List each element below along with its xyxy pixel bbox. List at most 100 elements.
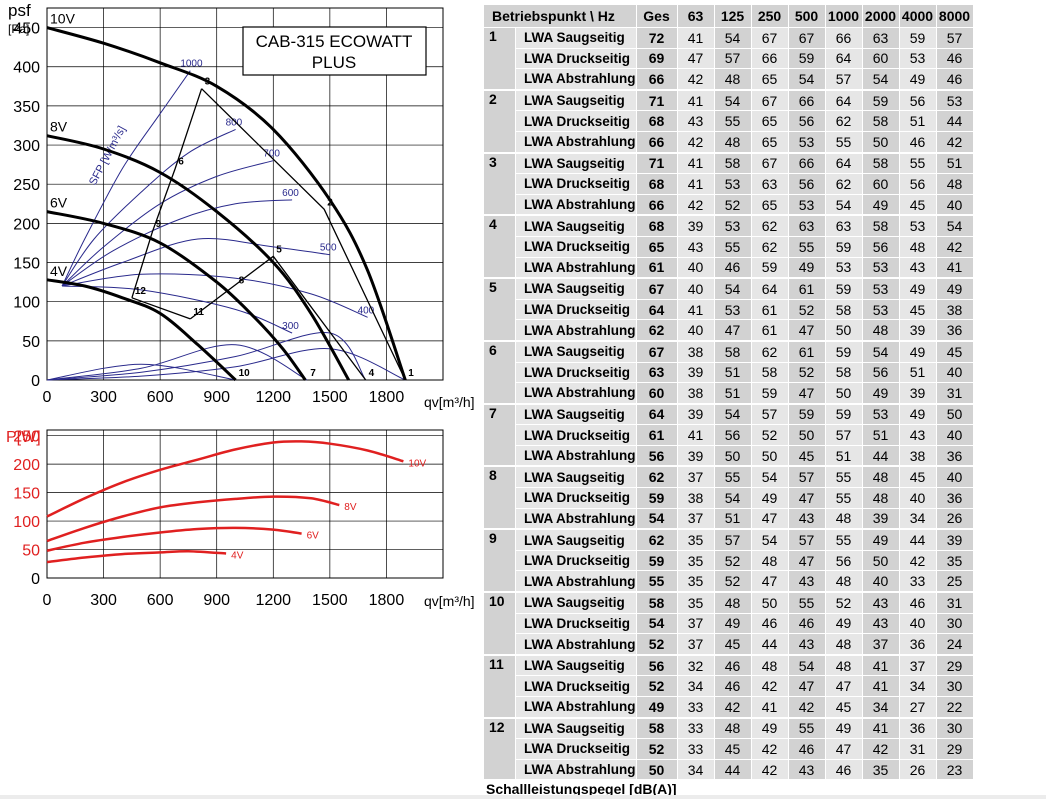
band-value-cell: 55 (788, 591, 826, 614)
band-value-cell: 39 (677, 402, 715, 426)
band-value-cell: 65 (751, 131, 789, 154)
band-value-cell: 58 (714, 339, 752, 363)
band-value-cell: 64 (825, 151, 863, 175)
band-value-cell: 47 (751, 508, 789, 530)
system-curve (46, 344, 308, 381)
band-value-cell: 52 (714, 570, 752, 593)
band-value-cell: 56 (788, 110, 826, 132)
sfp-curve (62, 285, 293, 334)
y-tick-label: 50 (22, 334, 40, 351)
table-row: 8 LWA Saugseitig 62 37 55 54 57 55 48 45 40 (484, 465, 974, 530)
band-value-cell: 55 (825, 487, 863, 509)
band-value-cell: 61 (788, 339, 826, 363)
x-tick-label: 1800 (369, 592, 405, 609)
measurement-label: LWA Druckseitig (515, 236, 637, 258)
band-value-cell: 54 (862, 339, 900, 363)
band-value-cell: 42 (751, 759, 789, 781)
operating-point-label: 6 (178, 157, 184, 168)
band-value-cell: 64 (751, 277, 789, 300)
sfp-label: 300 (282, 321, 299, 332)
fan-curve (46, 210, 307, 381)
x-tick-label: 600 (147, 389, 174, 406)
operating-point-cell: 5 (484, 277, 516, 342)
band-value-cell: 55 (788, 716, 826, 740)
band-value-cell: 40 (677, 277, 715, 300)
band-value-cell: 46 (714, 675, 752, 697)
operating-line (201, 88, 406, 381)
band-value-cell: 48 (751, 550, 789, 572)
band-value-cell: 50 (788, 424, 826, 446)
x-tick-label: 1500 (312, 592, 348, 609)
band-value-cell: 61 (751, 299, 789, 321)
y-tick-label: 100 (13, 514, 40, 531)
table-row: LWA Abstrahlung 66 42 52 65 53 54 49 45 40 (484, 194, 974, 216)
operating-point-label: 5 (276, 244, 282, 255)
band-value-cell: 53 (862, 257, 900, 279)
band-value-cell: 62 (751, 236, 789, 258)
band-value-cell: 43 (862, 591, 900, 614)
band-value-cell: 42 (751, 675, 789, 697)
band-value-cell: 46 (714, 257, 752, 279)
total-value-cell: 61 (636, 424, 678, 446)
band-value-cell: 63 (788, 214, 826, 237)
band-value-cell: 43 (677, 236, 715, 258)
band-value-cell: 35 (862, 759, 900, 781)
band-value-cell: 39 (899, 319, 937, 342)
band-value-cell: 51 (825, 445, 863, 467)
header-col-8000: 8000 (936, 5, 974, 28)
operating-point-cell: 1 (484, 27, 516, 91)
band-value-cell: 41 (677, 151, 715, 175)
band-value-cell: 45 (714, 738, 752, 760)
x-tick-label: 300 (90, 592, 117, 609)
fan-curve (46, 134, 351, 381)
band-value-cell: 55 (825, 465, 863, 489)
band-value-cell: 46 (936, 68, 974, 91)
sfp-label: 1000 (180, 59, 203, 70)
band-value-cell: 65 (751, 110, 789, 132)
band-value-cell: 48 (825, 633, 863, 656)
band-value-cell: 40 (677, 257, 715, 279)
band-value-cell: 40 (899, 487, 937, 509)
band-value-cell: 47 (825, 675, 863, 697)
power-curve-label: 10V (408, 458, 426, 469)
band-value-cell: 37 (899, 653, 937, 677)
band-value-cell: 38 (936, 299, 974, 321)
band-value-cell: 39 (936, 528, 974, 551)
system-curve (46, 363, 236, 381)
band-value-cell: 27 (899, 696, 937, 719)
band-value-cell: 65 (751, 194, 789, 216)
sfp-curve (62, 273, 368, 318)
measurement-label: LWA Saugseitig (515, 653, 637, 677)
band-value-cell: 29 (936, 738, 974, 760)
band-value-cell: 56 (862, 236, 900, 258)
x-tick-label: 1200 (255, 389, 291, 406)
band-value-cell: 48 (899, 236, 937, 258)
measurement-label: LWA Saugseitig (515, 277, 637, 300)
table-row: LWA Druckseitig 61 41 56 52 50 57 51 43 40 (484, 424, 974, 446)
total-value-cell: 52 (636, 675, 678, 697)
measurement-label: LWA Saugseitig (515, 88, 637, 112)
y-tick-label: 150 (13, 486, 40, 503)
band-value-cell: 56 (825, 550, 863, 572)
band-value-cell: 41 (677, 424, 715, 446)
band-value-cell: 46 (788, 738, 826, 760)
operating-point-cell: 11 (484, 653, 516, 719)
band-value-cell: 63 (751, 173, 789, 195)
band-value-cell: 46 (936, 48, 974, 70)
total-value-cell: 68 (636, 173, 678, 195)
band-value-cell: 31 (936, 382, 974, 405)
band-value-cell: 54 (936, 214, 974, 237)
band-value-cell: 48 (936, 173, 974, 195)
header-col-250: 250 (751, 5, 789, 28)
band-value-cell: 53 (714, 214, 752, 237)
band-value-cell: 58 (825, 299, 863, 321)
band-value-cell: 53 (788, 194, 826, 216)
band-value-cell: 49 (714, 613, 752, 635)
band-value-cell: 30 (936, 613, 974, 635)
band-value-cell: 51 (862, 424, 900, 446)
band-value-cell: 53 (899, 48, 937, 70)
band-value-cell: 63 (825, 214, 863, 237)
band-value-cell: 25 (936, 570, 974, 593)
band-value-cell: 52 (714, 194, 752, 216)
table-row: LWA Abstrahlung 61 40 46 59 49 53 53 43 41 (484, 257, 974, 279)
